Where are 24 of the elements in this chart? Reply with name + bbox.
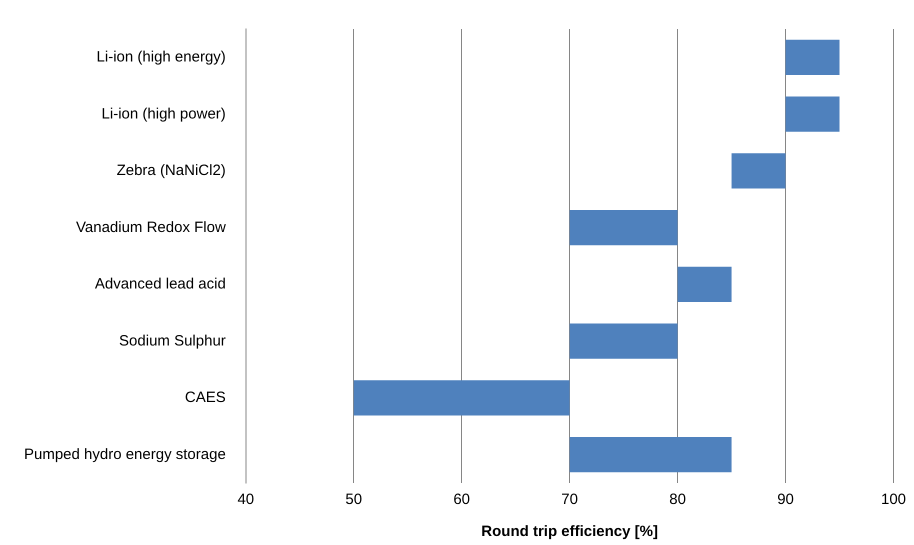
x-tick-label: 70 <box>561 491 578 508</box>
bar <box>570 324 678 359</box>
bar <box>354 380 570 416</box>
y-tick-label: Li-ion (high power) <box>102 105 226 122</box>
x-tick-label: 60 <box>453 491 470 508</box>
y-tick-label: Zebra (NaNiCl2) <box>116 162 226 180</box>
x-tick-label: 80 <box>669 491 686 508</box>
x-tick-label: 100 <box>880 491 906 508</box>
x-tick-label: 50 <box>345 491 362 508</box>
x-axis-title: Round trip efficiency [%] <box>481 523 658 540</box>
bar <box>786 96 840 132</box>
bar <box>570 210 678 246</box>
y-tick-label: Advanced lead acid <box>94 276 226 293</box>
y-tick-label: Sodium Sulphur <box>119 332 226 350</box>
y-tick-label: Vanadium Redox Flow <box>76 218 226 236</box>
y-tick-label: Li-ion (high energy) <box>96 48 226 66</box>
bar <box>732 153 786 188</box>
y-tick-label: Pumped hydro energy storage <box>24 446 226 463</box>
y-tick-label: CAES <box>184 389 226 406</box>
bar <box>786 40 840 75</box>
bar <box>570 437 732 472</box>
x-tick-label: 40 <box>237 491 254 508</box>
x-tick-label: 90 <box>777 491 794 508</box>
bar <box>678 266 732 302</box>
